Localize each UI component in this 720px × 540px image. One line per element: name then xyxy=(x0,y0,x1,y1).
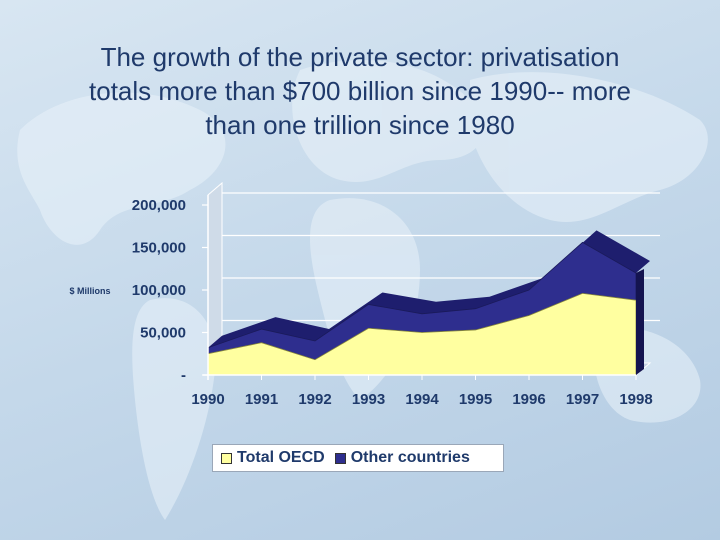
y-tick-label-50000: 50,000 xyxy=(140,325,186,342)
legend-label-total-oecd: Total OECD xyxy=(237,449,325,466)
x-tick-label-1996: 1996 xyxy=(512,391,545,408)
x-tick-label-1992: 1992 xyxy=(298,391,331,408)
title-line-1: The growth of the private sector: privat… xyxy=(100,42,620,72)
x-tick-label-1997: 1997 xyxy=(566,391,599,408)
y-tick-label-0: - xyxy=(181,367,186,384)
y-axis: - 50,000 100,000 150,000 200,000 $ Millions xyxy=(69,195,209,384)
x-tick-label-1995: 1995 xyxy=(459,391,492,408)
chart-areas xyxy=(207,230,650,376)
slide-title: The growth of the private sector: privat… xyxy=(40,40,680,142)
chart-legend: Total OECD Other countries xyxy=(212,444,504,472)
legend-item-other-countries: Other countries xyxy=(334,449,470,467)
y-tick-label-200000: 200,000 xyxy=(132,197,186,214)
legend-item-total-oecd: Total OECD xyxy=(221,449,325,467)
x-tick-label-1991: 1991 xyxy=(245,391,278,408)
x-axis: 1990 1991 1992 1993 1994 1995 1996 1997 1998 xyxy=(191,374,653,408)
area-top-depth-other-countries xyxy=(208,230,650,348)
x-tick-label-1993: 1993 xyxy=(352,391,385,408)
x-tick-label-1990: 1990 xyxy=(191,391,224,408)
title-line-2: totals more than $700 billion since 1990… xyxy=(89,76,631,106)
legend-label-other-countries: Other countries xyxy=(350,449,470,466)
x-tick-label-1994: 1994 xyxy=(405,391,439,408)
x-tick-label-1998: 1998 xyxy=(619,391,652,408)
area-end-cap xyxy=(636,269,644,375)
legend-swatch-other-countries xyxy=(334,452,346,464)
legend-swatch-total-oecd xyxy=(221,452,232,464)
y-tick-label-100000: 100,000 xyxy=(132,282,186,299)
y-tick-label-150000: 150,000 xyxy=(132,240,186,257)
y-axis-unit-label: $ Millions xyxy=(69,286,110,296)
title-line-3: than one trillion since 1980 xyxy=(205,110,515,140)
